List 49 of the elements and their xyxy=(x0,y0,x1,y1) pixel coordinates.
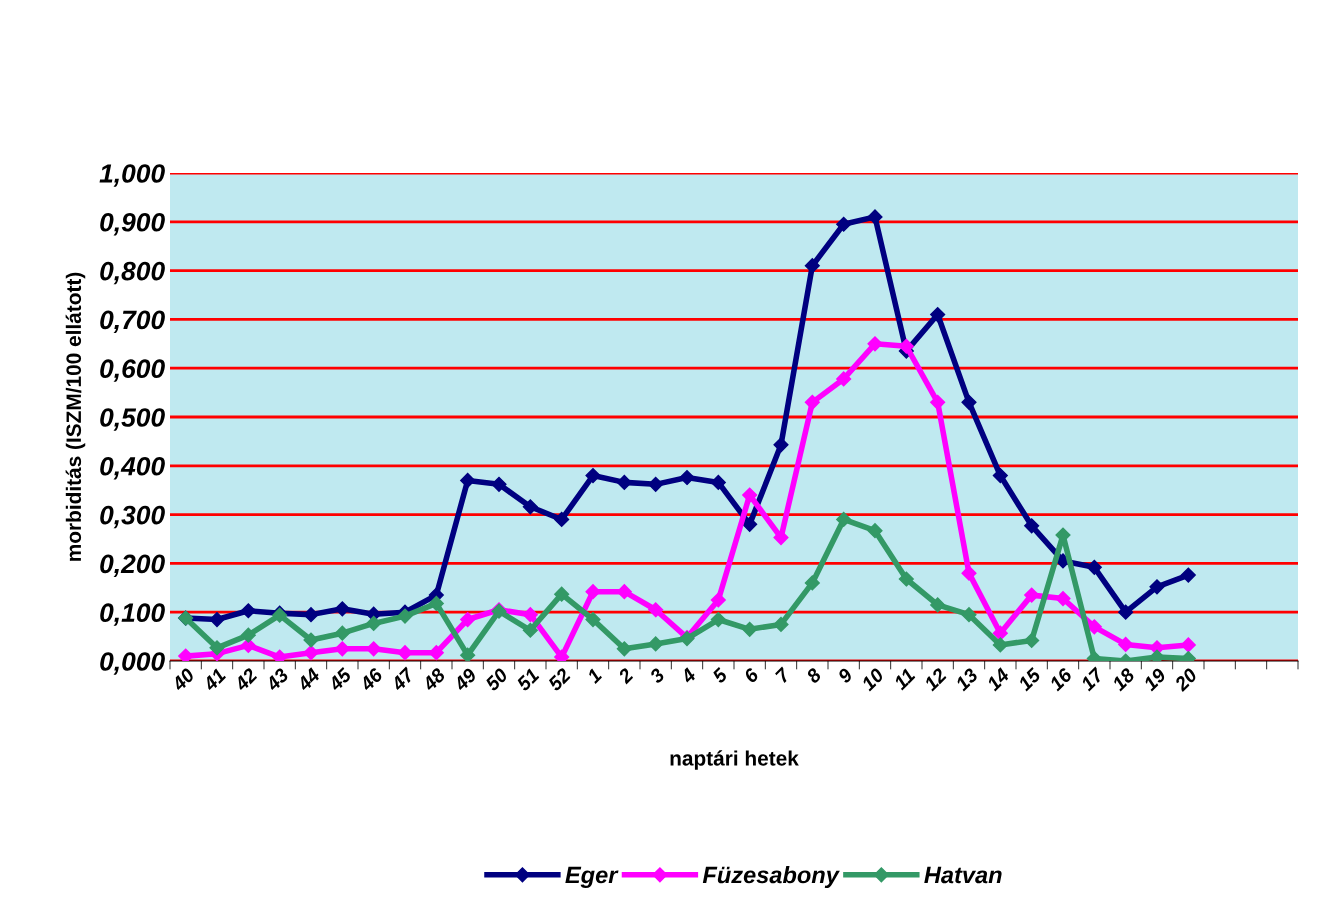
x-tick-label: 46 xyxy=(358,666,384,693)
x-tick-label: 41 xyxy=(201,667,227,693)
x-tick-label: 51 xyxy=(515,667,540,692)
x-tick-label: 16 xyxy=(1048,666,1074,692)
y-tick-label: 0,100 xyxy=(100,603,165,626)
y-tick-label: 0,300 xyxy=(100,505,165,529)
x-tick-label: 52 xyxy=(546,667,572,692)
x-tick-label: 48 xyxy=(421,666,447,693)
y-tick-label: 0,200 xyxy=(100,554,165,578)
x-tick-label: 44 xyxy=(295,667,321,693)
y-axis-title: morbiditás (ISZM/100 ellátott) xyxy=(65,272,86,561)
x-tick-label: 12 xyxy=(922,667,948,692)
legend-label: Eger xyxy=(565,866,619,889)
x-tick-label: 17 xyxy=(1079,666,1105,692)
x-tick-label: 11 xyxy=(892,667,916,691)
x-tick-label: 40 xyxy=(170,667,196,693)
legend-label: Hatvan xyxy=(924,866,1002,884)
x-tick-label: 4 xyxy=(679,667,697,685)
x-tick-label: 50 xyxy=(484,667,509,692)
x-tick-label: 13 xyxy=(954,667,979,692)
y-tick-label: 1,000 xyxy=(99,164,165,187)
x-tick-label: 45 xyxy=(327,666,353,693)
x-tick-label: 20 xyxy=(1173,667,1199,693)
x-tick-label: 5 xyxy=(711,666,729,685)
x-tick-label: 10 xyxy=(860,667,885,692)
y-tick-label: 0,700 xyxy=(100,310,165,334)
x-tick-label: 3 xyxy=(648,667,666,685)
y-tick-label: 0,600 xyxy=(100,359,165,382)
x-tick-label: 9 xyxy=(836,666,854,684)
x-tick-label: 18 xyxy=(1110,666,1136,692)
x-tick-label: 8 xyxy=(805,666,823,685)
x-tick-label: 2 xyxy=(616,667,635,685)
x-tick-label: 7 xyxy=(774,666,792,684)
x-tick-label: 15 xyxy=(1017,666,1042,692)
x-tick-label: 1 xyxy=(586,667,603,684)
y-tick-label: 0,500 xyxy=(100,408,165,431)
x-tick-label: 49 xyxy=(452,666,478,693)
x-tick-label: 14 xyxy=(985,667,1011,692)
x-tick-label: 42 xyxy=(233,667,259,693)
legend-label: Füzesabony xyxy=(702,865,840,889)
x-tick-label: 6 xyxy=(743,666,760,684)
x-tick-label: 43 xyxy=(264,667,290,693)
x-tick-label: 19 xyxy=(1142,666,1168,692)
x-axis-title: naptári hetek xyxy=(670,750,799,770)
y-tick-label: 0,800 xyxy=(100,261,165,285)
y-tick-label: 0,000 xyxy=(100,652,165,675)
y-tick-label: 0,400 xyxy=(100,456,165,480)
y-tick-label: 0,900 xyxy=(100,212,165,236)
x-tick-label: 47 xyxy=(389,666,416,693)
